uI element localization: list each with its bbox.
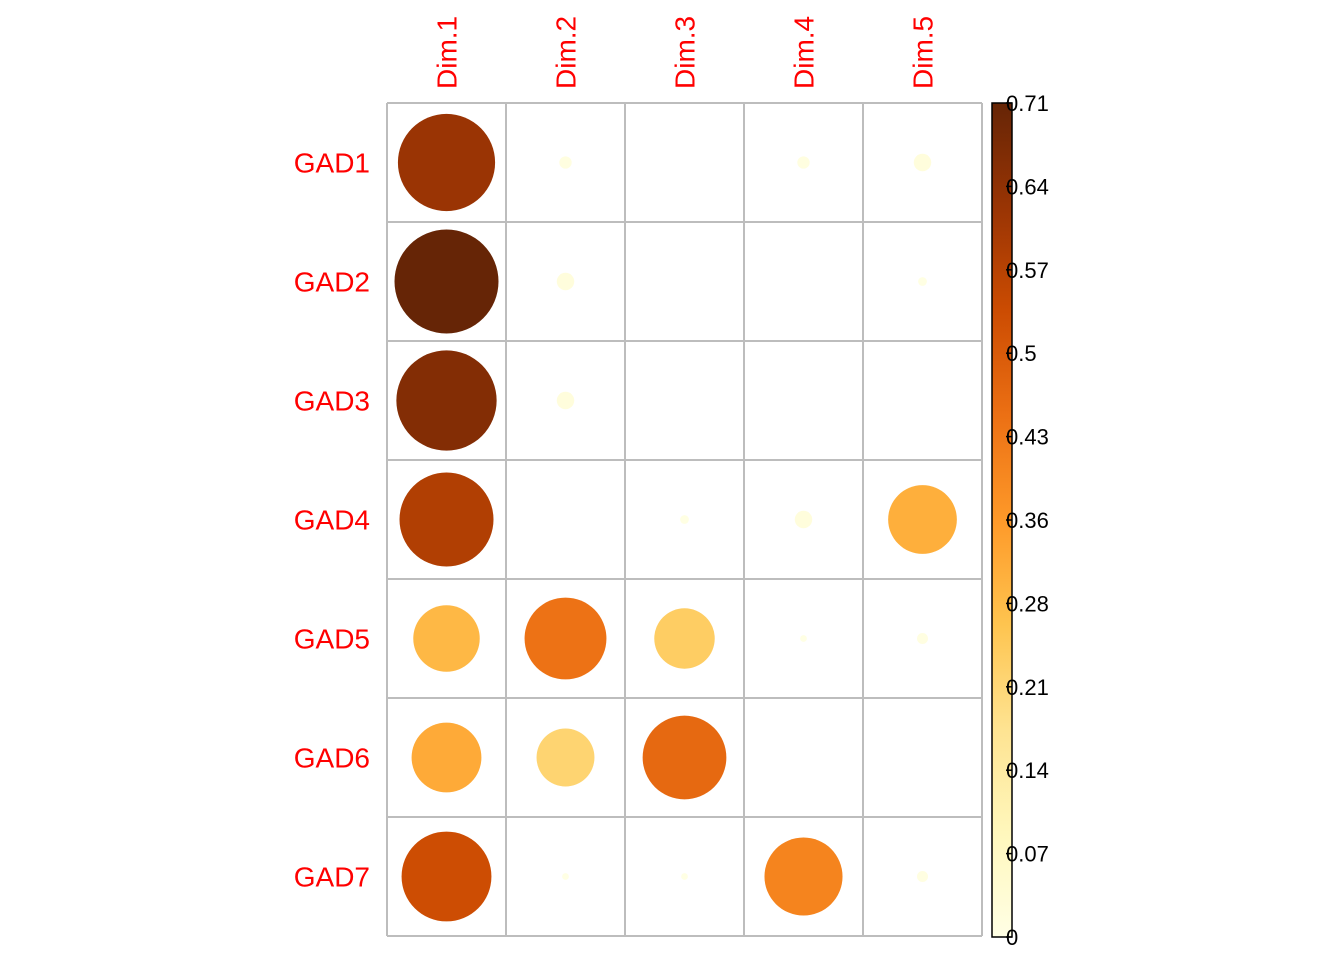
data-circles: [394, 113, 957, 922]
data-circle: [916, 870, 929, 883]
colorbar-tick-label: 0.28: [1006, 591, 1049, 616]
column-label: Dim.5: [908, 16, 939, 89]
row-label: GAD1: [294, 148, 370, 179]
column-label: Dim.3: [670, 16, 701, 89]
row-label: GAD3: [294, 386, 370, 417]
row-label: GAD2: [294, 267, 370, 298]
colorbar-tick-label: 0: [1006, 925, 1018, 950]
data-circle: [642, 715, 727, 800]
colorbar-tick-label: 0.71: [1006, 91, 1049, 116]
colorbar-tick-label: 0.57: [1006, 258, 1049, 283]
data-circle: [559, 156, 572, 169]
data-circle: [794, 510, 813, 529]
row-label: GAD7: [294, 862, 370, 893]
data-circle: [397, 113, 496, 212]
colorbar-tick-label: 0.64: [1006, 174, 1049, 199]
row-label: GAD5: [294, 624, 370, 655]
data-circle: [396, 350, 497, 451]
column-label: Dim.1: [432, 16, 463, 89]
data-circle: [918, 277, 927, 286]
colorbar-tick-label: 0.43: [1006, 425, 1049, 450]
data-circle: [556, 391, 575, 410]
data-circle: [411, 722, 482, 793]
plot-grid: [386, 102, 983, 937]
data-circle: [800, 635, 807, 642]
row-label: GAD6: [294, 743, 370, 774]
data-circle: [399, 472, 494, 567]
data-circle: [524, 597, 607, 680]
data-circle: [764, 837, 843, 916]
data-circle: [797, 156, 810, 169]
data-circle: [680, 515, 689, 524]
colorbar-tick-label: 0.21: [1006, 675, 1049, 700]
column-labels: Dim.1 Dim.2 Dim.3 Dim.4 Dim.5: [432, 16, 939, 89]
data-circle: [413, 605, 480, 672]
colorbar-tick-label: 0.07: [1006, 842, 1049, 867]
column-label: Dim.2: [551, 16, 582, 89]
data-circle: [654, 608, 715, 669]
colorbar-tick-label: 0.5: [1006, 341, 1037, 366]
colorbar-legend: 0.71 0.64 0.57 0.5 0.43 0.36 0.28 0.21 0.14 0.07 0: [991, 91, 1049, 950]
row-label: GAD4: [294, 505, 370, 536]
data-circle: [401, 831, 492, 922]
data-circle: [562, 873, 569, 880]
data-circle: [556, 272, 575, 291]
data-circle: [888, 485, 957, 554]
data-circle: [681, 873, 688, 880]
data-circle: [916, 632, 929, 645]
data-circle: [394, 229, 499, 334]
data-circle: [913, 153, 932, 172]
row-labels: GAD1 GAD2 GAD3 GAD4 GAD5 GAD6 GAD7: [294, 148, 370, 893]
colorbar-tick-label: 0.14: [1006, 758, 1049, 783]
colorbar-tick-label: 0.36: [1006, 508, 1049, 533]
column-label: Dim.4: [789, 16, 820, 89]
data-circle: [536, 728, 595, 787]
